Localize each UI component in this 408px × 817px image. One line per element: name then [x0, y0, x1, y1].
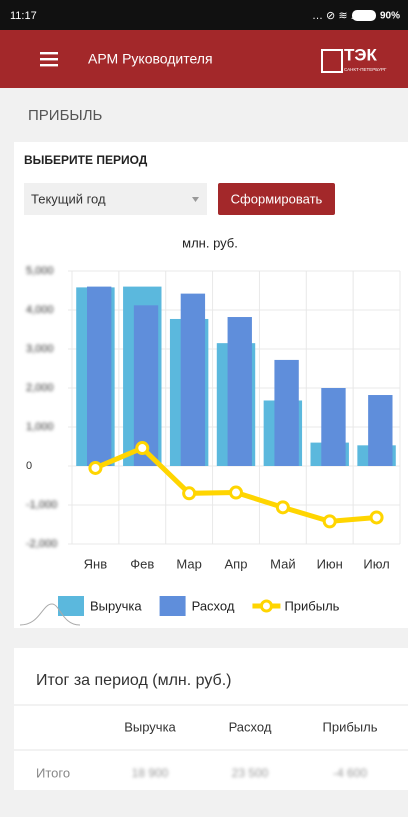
menu-line	[40, 64, 58, 67]
legend-swatch	[58, 596, 84, 616]
y-tick-label: 5,000	[26, 265, 54, 277]
bar	[321, 388, 346, 466]
status-icons: … ⊘ ≋ .ıl	[312, 10, 359, 22]
select-arrow	[192, 197, 199, 202]
logo-icon	[321, 49, 343, 73]
summary-table: Выручка Расход Прибыль Итого 18 900 23 500 -4 …	[36, 719, 378, 780]
status-time: 11:17	[10, 10, 37, 22]
logo-subtitle: САНКТ-ПЕТЕРБУРГ	[344, 67, 387, 72]
cell: 18 900	[132, 766, 169, 780]
line-point	[229, 485, 243, 500]
menu-line	[40, 52, 58, 55]
period-label: ВЫБЕРИТЕ ПЕРИОД	[24, 153, 148, 167]
x-tick-label: Янв	[84, 556, 108, 571]
summary-title: Итог за период (млн. руб.)	[36, 672, 231, 689]
column-header: Прибыль	[323, 719, 378, 734]
page-title: ПРИБЫЛЬ	[28, 107, 103, 124]
cell: -4 600	[333, 766, 367, 780]
x-tick-label: Июн	[317, 556, 343, 571]
plot: 5,000 4,000 3,000 2,000 1,000 0 -1,000 -2,000 Ян…	[26, 265, 401, 616]
decor-curve	[19, 603, 81, 626]
app-title: АРМ Руководителя	[88, 51, 213, 67]
line-point	[369, 510, 384, 525]
submit-button[interactable]	[218, 183, 335, 215]
legend-swatch-point	[259, 599, 273, 613]
y-tick-label: -1,000	[26, 499, 57, 511]
menu-line	[40, 58, 58, 61]
submit-button-label: Сформировать	[231, 191, 323, 206]
battery-icon	[352, 10, 376, 21]
y-tick-label: 2,000	[26, 382, 54, 394]
status-bar	[0, 0, 408, 30]
menu-button[interactable]	[40, 52, 58, 67]
bar	[227, 317, 252, 466]
chart-title: млн. руб.	[182, 235, 238, 250]
status-battery: 90%	[380, 11, 400, 22]
x-tick-label: Мар	[176, 556, 201, 571]
bar	[368, 395, 393, 466]
line-point	[322, 514, 337, 529]
bar	[86, 286, 112, 466]
logo: ТЭК	[344, 45, 377, 64]
y-tick-label: -2,000	[26, 538, 57, 550]
x-tick-label: Июл	[363, 556, 389, 571]
y-tick-label: 3,000	[26, 343, 54, 355]
bar	[133, 305, 159, 466]
y-tick-label: 1,000	[26, 421, 54, 433]
legend-swatch	[159, 596, 186, 616]
legend-label: Расход	[192, 598, 235, 613]
line-point	[88, 460, 103, 475]
line-point	[275, 500, 290, 515]
cell: 23 500	[232, 766, 269, 780]
app-bar	[0, 30, 408, 88]
column-header: Выручка	[124, 719, 176, 734]
summary-card	[14, 648, 408, 790]
line-point	[135, 441, 150, 456]
legend-label: Выручка	[90, 598, 142, 613]
x-tick-label: Апр	[225, 556, 248, 571]
x-tick-label: Май	[270, 556, 295, 571]
y-tick-label: 0	[26, 460, 32, 472]
period-selected: Текущий год	[31, 191, 106, 206]
column-header: Расход	[229, 719, 272, 734]
y-tick-label: 4,000	[26, 304, 54, 316]
x-tick-label: Фев	[130, 556, 154, 571]
bar	[274, 359, 299, 466]
row-label: Итого	[36, 765, 70, 780]
bar	[180, 293, 206, 466]
period-select[interactable]	[24, 183, 207, 215]
line-point	[182, 486, 197, 501]
legend-label: Прибыль	[284, 598, 339, 613]
